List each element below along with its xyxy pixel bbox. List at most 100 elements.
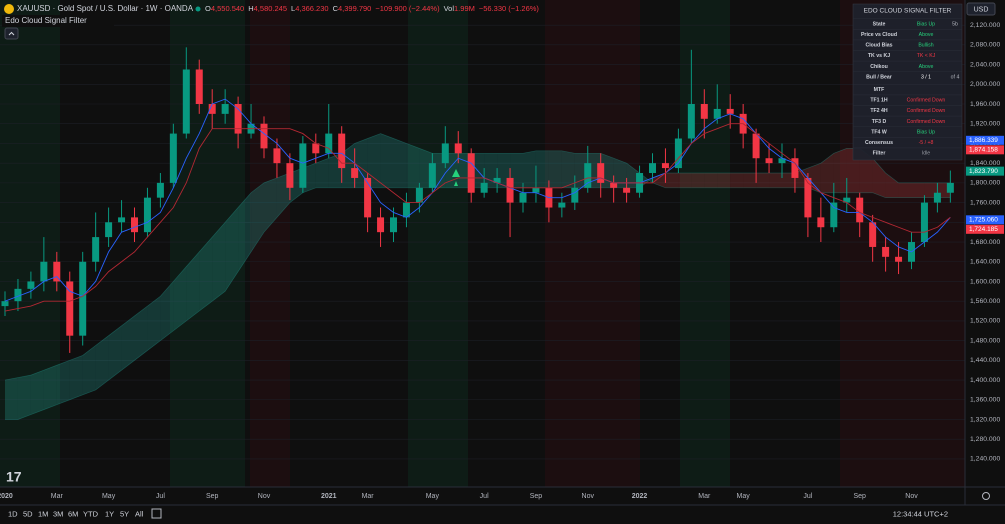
candle-body [558, 202, 566, 208]
band [408, 0, 468, 487]
cloud-segment [212, 222, 226, 302]
table-value: TK < KJ [917, 53, 936, 59]
candle-body [726, 108, 734, 114]
cloud-segment [911, 182, 925, 198]
table-value: Above [919, 32, 934, 38]
price-tag [966, 215, 1004, 225]
candle-body [843, 197, 851, 203]
cloud-segment [367, 133, 381, 188]
ohlc-key: O [205, 4, 211, 13]
candle-body [415, 187, 423, 203]
band [250, 0, 290, 487]
range-button[interactable]: 6M [68, 509, 78, 518]
indicator-label[interactable]: Edo Cloud Signal Filter [5, 16, 87, 25]
cloud-segment [17, 375, 31, 420]
candle-body [79, 261, 87, 336]
cloud-segment [665, 173, 679, 188]
table-label: Cloud Bias [865, 43, 892, 49]
candle-body [933, 192, 941, 203]
candle-body [920, 202, 928, 243]
table-value: Bias Up [917, 21, 935, 27]
candle-body [532, 187, 540, 193]
y-tick-label: 1,360.000 [970, 397, 1000, 404]
x-tick-label: 2021 [321, 493, 337, 500]
x-tick-label: Jul [480, 493, 489, 500]
indicator-label-box [2, 15, 114, 27]
cloud-segment [561, 150, 575, 188]
table-label: TF4 W [871, 129, 887, 135]
cloud-segment [678, 173, 692, 188]
x-tick-label: 2022 [632, 493, 648, 500]
candle-body [946, 182, 954, 193]
table-label: Price vs Cloud [861, 32, 897, 38]
candle-body [169, 133, 177, 183]
cloud-segment [95, 335, 109, 390]
candle-body [351, 168, 359, 178]
price-tag [966, 166, 1004, 176]
candle-body [182, 69, 190, 134]
y-tick-label: 2,080.000 [970, 42, 1000, 49]
range-button[interactable]: YTD [83, 509, 99, 518]
y-tick-label: 1,640.000 [970, 259, 1000, 266]
cloud-segment [691, 173, 705, 188]
cloud-segment [56, 360, 70, 405]
candle-body [778, 158, 786, 164]
table-value: Bias Up [917, 129, 935, 135]
y-tick-label: 2,040.000 [970, 61, 1000, 68]
cloud-segment [238, 192, 252, 272]
range-button[interactable]: 1Y [105, 509, 114, 518]
candle-body [454, 143, 462, 154]
table-label: State [873, 21, 886, 27]
candle-body [53, 261, 61, 282]
cloud-segment [43, 365, 57, 410]
cloud-segment [704, 173, 718, 188]
cloud-segment [743, 173, 757, 188]
table-label: Chikou [870, 64, 888, 70]
settings-icon[interactable] [982, 492, 990, 500]
x-tick-label: Jul [803, 493, 812, 500]
range-button[interactable]: All [135, 509, 144, 518]
candle-body [765, 158, 773, 164]
candle-body [610, 182, 618, 188]
price-tag-label: 1,725.060 [969, 217, 998, 224]
range-button[interactable]: 1M [38, 509, 48, 518]
candle-body [14, 288, 22, 302]
candle-body [869, 222, 877, 247]
candle-body [377, 217, 385, 233]
x-tick-label: Nov [905, 493, 918, 500]
range-button[interactable]: 5Y [120, 509, 129, 518]
collapse-button[interactable] [4, 27, 19, 40]
price-tag-label: 1,886.339 [969, 137, 998, 144]
candle-body [700, 104, 708, 119]
collapse-icon [8, 31, 15, 36]
candle-body [118, 217, 126, 223]
price-tag-label: 1,724.185 [969, 226, 998, 233]
range-button[interactable]: 1D [8, 509, 18, 518]
y-tick-label: 1,240.000 [970, 456, 1000, 463]
currency-button[interactable] [966, 2, 996, 16]
candle-body [273, 148, 281, 164]
table-label: Consensus [865, 140, 893, 146]
candle-body [804, 177, 812, 218]
cloud-segment [186, 251, 200, 321]
table-section: MTF [874, 87, 885, 93]
lines [4, 98, 951, 312]
candle-body [856, 197, 864, 223]
cloud-segment [820, 153, 834, 193]
candle-body [713, 108, 721, 119]
volume-key: Vol [444, 4, 455, 13]
y-tick-label: 2,000.000 [970, 81, 1000, 88]
candle-body [312, 143, 320, 154]
range-button[interactable]: 5D [23, 509, 33, 518]
y-tick-label: 1,520.000 [970, 318, 1000, 325]
candle-body [131, 217, 138, 233]
candle-body [752, 133, 760, 159]
indicator-line [4, 123, 951, 312]
ohlc-value: 4,366.230 [295, 4, 328, 13]
candle-body [791, 158, 799, 178]
candle-body [571, 187, 579, 203]
range-button[interactable]: 3M [53, 509, 63, 518]
cloud-segment [147, 296, 161, 351]
date-range-icon[interactable] [151, 508, 162, 519]
table-extra: 5b [952, 21, 958, 27]
